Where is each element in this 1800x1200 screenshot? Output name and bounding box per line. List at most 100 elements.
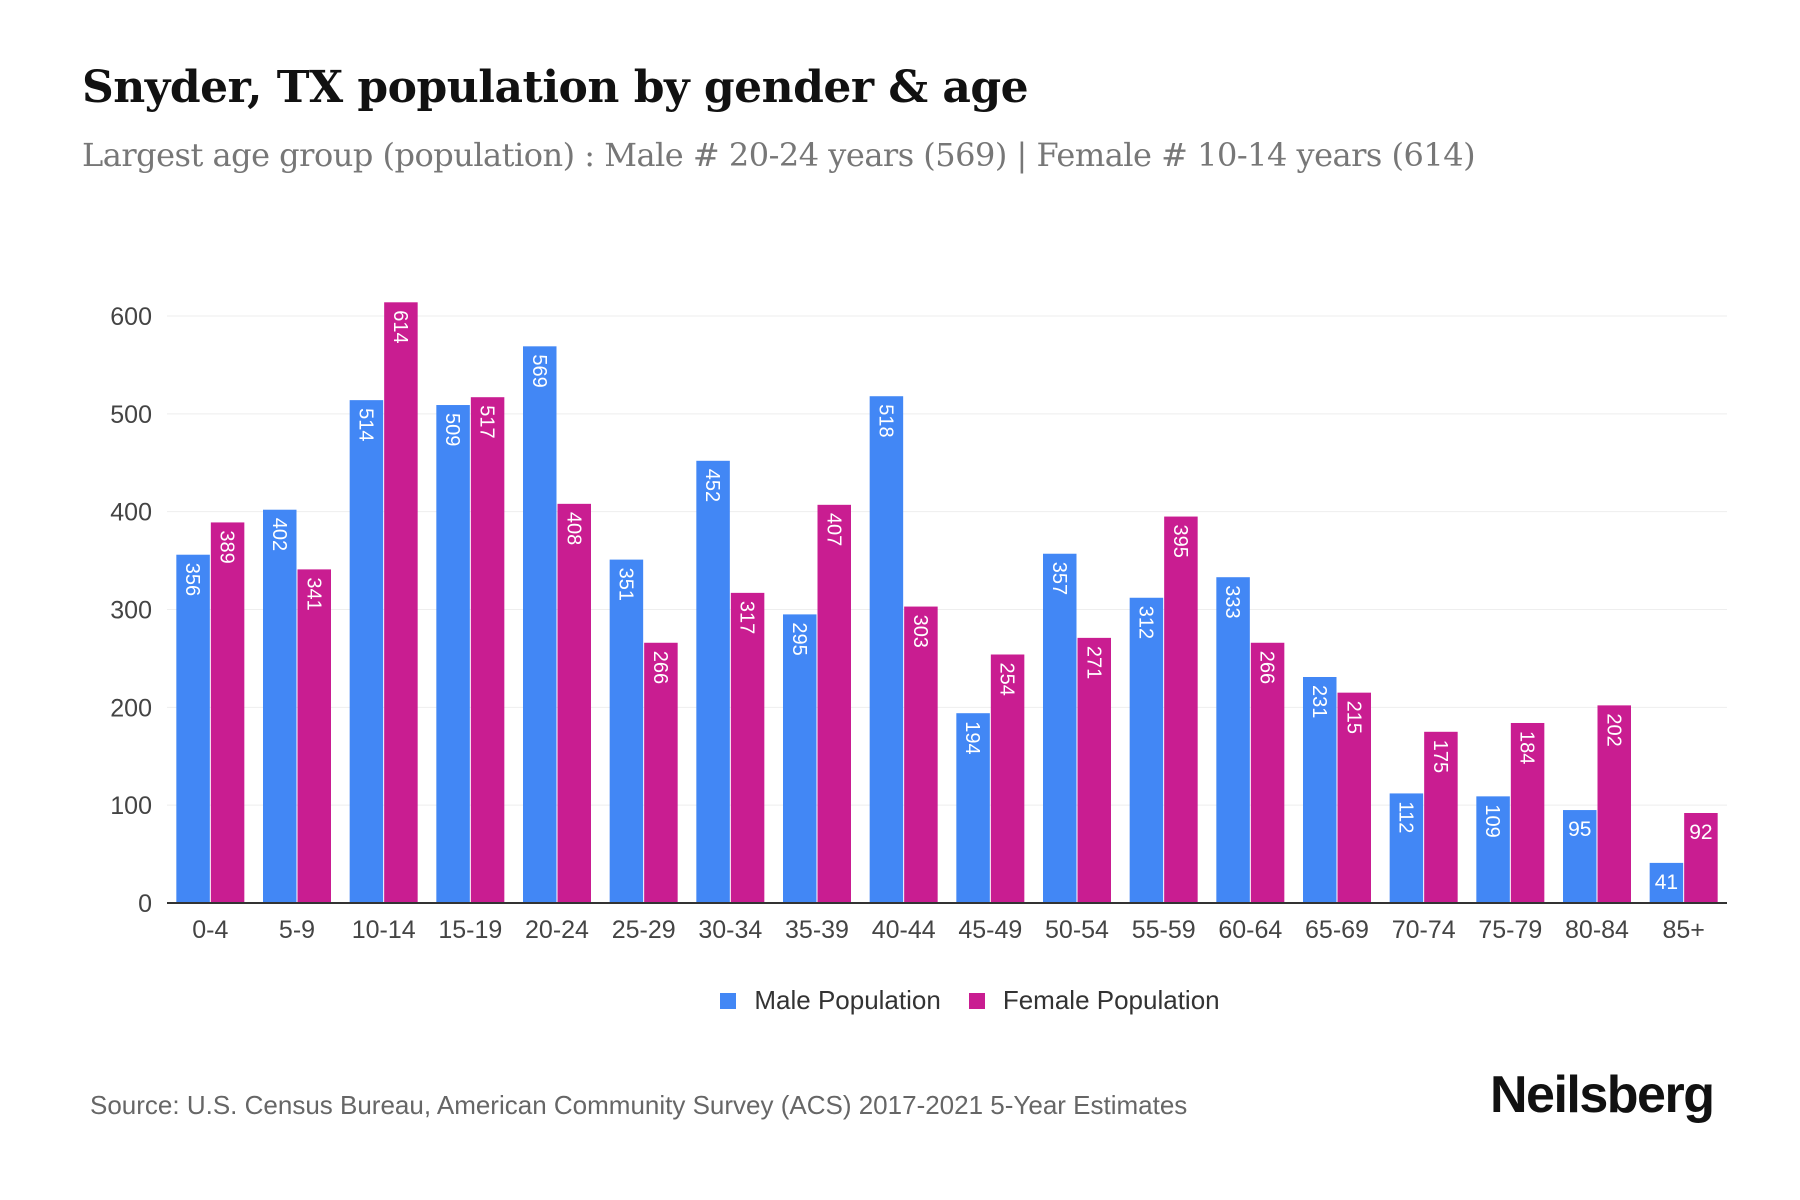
- data-label: 41: [1655, 871, 1678, 894]
- x-tick-label: 0-4: [192, 916, 228, 944]
- bar-male: [349, 400, 384, 903]
- data-label: 518: [874, 404, 896, 437]
- data-label: 112: [1394, 801, 1416, 833]
- legend-label-male: Male Population: [754, 985, 941, 1015]
- neilsberg-logo: Neilsberg: [1490, 1066, 1715, 1124]
- source-note: Source: U.S. Census Bureau, American Com…: [90, 1090, 1188, 1120]
- legend-swatch-male: [720, 992, 737, 1009]
- bar-female: [904, 606, 938, 903]
- bar-female: [1424, 731, 1458, 903]
- bar-female: [990, 654, 1025, 903]
- bar-female: [210, 522, 245, 903]
- bar-male: [176, 554, 210, 903]
- bar-male: [1476, 796, 1510, 903]
- y-tick-label: 300: [110, 597, 152, 625]
- x-tick-label: 70-74: [1392, 916, 1456, 944]
- bar-female: [384, 302, 418, 903]
- x-tick-label: 5-9: [279, 916, 315, 944]
- bar-male: [956, 713, 990, 903]
- bar-male: [523, 346, 557, 903]
- bar-male: [609, 559, 644, 903]
- x-tick-label: 40-44: [872, 916, 936, 944]
- data-label: 357: [1048, 562, 1070, 595]
- y-tick-label: 400: [110, 499, 152, 527]
- data-label: 317: [736, 601, 758, 634]
- data-label: 202: [1602, 713, 1624, 746]
- data-label: 231: [1308, 685, 1330, 718]
- bar-female: [1684, 812, 1718, 903]
- data-label: 402: [268, 518, 290, 551]
- y-tick-label: 100: [110, 792, 152, 820]
- x-tick-label: 80-84: [1565, 916, 1629, 944]
- bar-male: [1216, 577, 1250, 903]
- legend-item-male[interactable]: Male Population: [720, 985, 941, 1016]
- chart-title: Snyder, TX population by gender & age: [82, 62, 1029, 113]
- data-label: 569: [528, 354, 550, 387]
- data-label: 395: [1169, 525, 1191, 558]
- data-label: 271: [1082, 646, 1104, 679]
- x-tick-label: 45-49: [958, 916, 1022, 944]
- bar-male: [869, 396, 904, 903]
- data-label: 295: [788, 622, 810, 655]
- bar-male: [1649, 862, 1684, 903]
- data-label: 95: [1568, 818, 1591, 841]
- bar-male: [1043, 553, 1077, 903]
- x-tick-label: 75-79: [1478, 916, 1542, 944]
- bar-male: [696, 460, 730, 903]
- bar-male: [783, 614, 817, 903]
- x-tick-label: 35-39: [785, 916, 849, 944]
- bar-female: [470, 397, 505, 903]
- bar-female: [817, 504, 851, 903]
- data-label: 303: [909, 615, 931, 648]
- y-tick-label: 200: [110, 694, 152, 722]
- bar-female: [297, 569, 331, 903]
- y-tick-label: 600: [110, 303, 152, 331]
- bar-female: [1597, 705, 1631, 903]
- bar-male: [1389, 793, 1424, 903]
- data-label: 614: [389, 310, 411, 343]
- data-label: 175: [1429, 740, 1451, 773]
- bar-female: [644, 642, 678, 903]
- data-label: 407: [822, 513, 844, 546]
- bar-female: [1164, 516, 1198, 903]
- x-tick-label: 30-34: [698, 916, 762, 944]
- data-label: 356: [181, 563, 203, 596]
- x-tick-label: 20-24: [525, 916, 589, 944]
- bar-female: [557, 503, 591, 903]
- data-label: 517: [476, 405, 498, 438]
- legend-item-female[interactable]: Female Population: [968, 985, 1220, 1016]
- data-label: 408: [562, 512, 584, 545]
- data-label: 184: [1516, 731, 1538, 764]
- data-label: 452: [701, 469, 723, 502]
- data-label: 341: [302, 577, 324, 610]
- data-label: 266: [1256, 651, 1278, 684]
- x-tick-label: 55-59: [1132, 916, 1196, 944]
- y-tick-label: 500: [110, 401, 152, 429]
- bar-male: [436, 405, 470, 903]
- x-tick-label: 25-29: [612, 916, 676, 944]
- data-label: 514: [354, 408, 376, 441]
- data-label: 266: [649, 651, 671, 684]
- x-tick-label: 65-69: [1305, 916, 1369, 944]
- bar-female: [1077, 637, 1111, 903]
- bar-female: [1337, 692, 1371, 903]
- bar-male: [263, 509, 297, 903]
- legend-swatch-female: [968, 992, 985, 1009]
- chart-subtitle: Largest age group (population) : Male # …: [82, 136, 1476, 174]
- data-label: 312: [1134, 606, 1156, 639]
- x-tick-label: 15-19: [438, 916, 502, 944]
- bar-male: [1129, 597, 1164, 903]
- data-label: 215: [1342, 701, 1364, 734]
- x-tick-label: 85+: [1662, 916, 1704, 944]
- x-tick-label: 10-14: [352, 916, 416, 944]
- data-label: 254: [996, 663, 1018, 696]
- legend: Male Population Female Population: [0, 985, 1800, 1016]
- bar-female: [730, 592, 765, 903]
- data-label: 333: [1221, 585, 1243, 618]
- legend-label-female: Female Population: [1002, 985, 1220, 1015]
- bar-female: [1250, 642, 1285, 903]
- x-tick-label: 50-54: [1045, 916, 1109, 944]
- data-label: 194: [961, 721, 983, 754]
- x-tick-label: 60-64: [1218, 916, 1282, 944]
